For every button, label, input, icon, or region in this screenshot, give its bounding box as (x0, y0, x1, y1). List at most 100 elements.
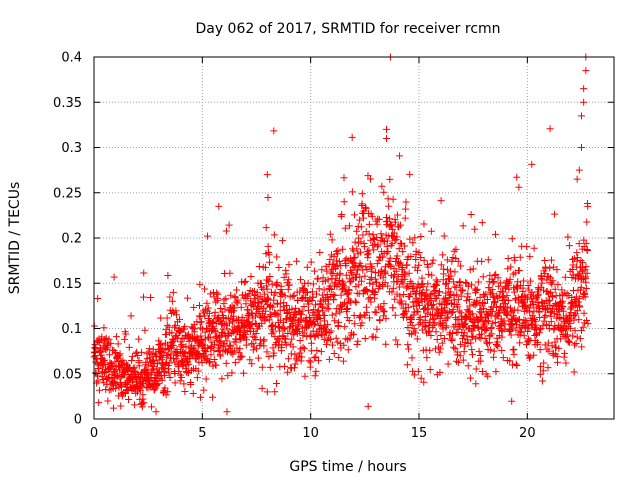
data-point (500, 293, 508, 301)
data-point (324, 276, 332, 284)
data-point (270, 296, 278, 304)
data-point (420, 305, 428, 313)
data-point (357, 238, 365, 246)
data-point (361, 272, 369, 280)
data-point (168, 297, 176, 305)
data-point (273, 379, 281, 387)
data-point (132, 389, 140, 397)
data-point (453, 291, 461, 299)
data-point (248, 321, 256, 329)
data-point (317, 348, 325, 356)
data-point (507, 331, 515, 339)
data-point (351, 211, 359, 219)
data-point (409, 239, 417, 247)
data-point (125, 343, 133, 351)
data-point (411, 329, 419, 337)
data-point (312, 367, 320, 375)
data-point (386, 215, 394, 223)
data-point (265, 353, 273, 361)
data-point (354, 337, 362, 345)
data-point (549, 277, 557, 285)
data-point (357, 223, 365, 231)
data-point (580, 85, 588, 93)
data-point (204, 344, 212, 352)
data-point (404, 303, 412, 311)
data-point (288, 335, 296, 343)
data-point (421, 312, 429, 320)
y-tick-label: 0.05 (53, 367, 82, 382)
data-point (262, 282, 270, 290)
data-point (352, 261, 360, 269)
data-point (276, 327, 284, 335)
data-point (572, 339, 580, 347)
data-point (424, 306, 432, 314)
data-point (464, 282, 472, 290)
data-point (338, 210, 346, 218)
data-point (514, 278, 522, 286)
data-point (447, 272, 455, 280)
data-point (583, 269, 591, 277)
data-point (447, 290, 455, 298)
data-point (309, 293, 317, 301)
data-point (413, 307, 421, 315)
data-point (472, 380, 480, 388)
data-point (382, 340, 390, 348)
data-point (320, 286, 328, 294)
data-point (579, 323, 587, 331)
data-point (463, 336, 471, 344)
data-point (555, 344, 563, 352)
data-point (448, 257, 456, 265)
data-point (214, 290, 222, 298)
data-point (390, 271, 398, 279)
data-point (496, 309, 504, 317)
data-point (357, 248, 365, 256)
data-point (112, 384, 120, 392)
data-point (513, 361, 521, 369)
data-point (240, 369, 248, 377)
data-point (529, 301, 537, 309)
data-point (417, 254, 425, 262)
data-point (282, 315, 290, 323)
data-point (297, 357, 305, 365)
data-point (352, 283, 360, 291)
data-point (205, 359, 213, 367)
data-point (325, 355, 333, 363)
data-point (169, 341, 177, 349)
data-point (245, 290, 253, 298)
data-point (570, 341, 578, 349)
data-point (578, 144, 585, 151)
data-point (496, 279, 504, 287)
data-point (348, 271, 356, 279)
data-point (300, 329, 308, 337)
data-point (399, 304, 407, 312)
data-point (414, 367, 422, 375)
data-point (420, 378, 428, 386)
data-point (513, 173, 521, 181)
data-point (299, 343, 307, 351)
data-point (303, 263, 311, 271)
data-point (154, 380, 162, 388)
data-point (197, 318, 205, 326)
data-point (318, 266, 326, 274)
data-point (569, 332, 577, 340)
data-point (351, 320, 359, 328)
data-point (294, 296, 302, 304)
data-point (262, 307, 270, 315)
data-point (168, 329, 176, 337)
data-point (311, 372, 319, 380)
data-point (423, 309, 431, 317)
data-point (474, 278, 482, 286)
data-point (304, 289, 312, 297)
data-point (369, 280, 377, 288)
data-point (230, 307, 238, 315)
y-tick-label: 0 (74, 413, 82, 428)
data-point (348, 188, 356, 196)
data-point (493, 341, 501, 349)
data-point (503, 311, 511, 319)
data-point (573, 307, 581, 315)
data-point (284, 355, 292, 363)
data-point (492, 368, 500, 376)
data-point (234, 296, 242, 304)
data-point (491, 319, 499, 327)
data-point (150, 386, 158, 394)
